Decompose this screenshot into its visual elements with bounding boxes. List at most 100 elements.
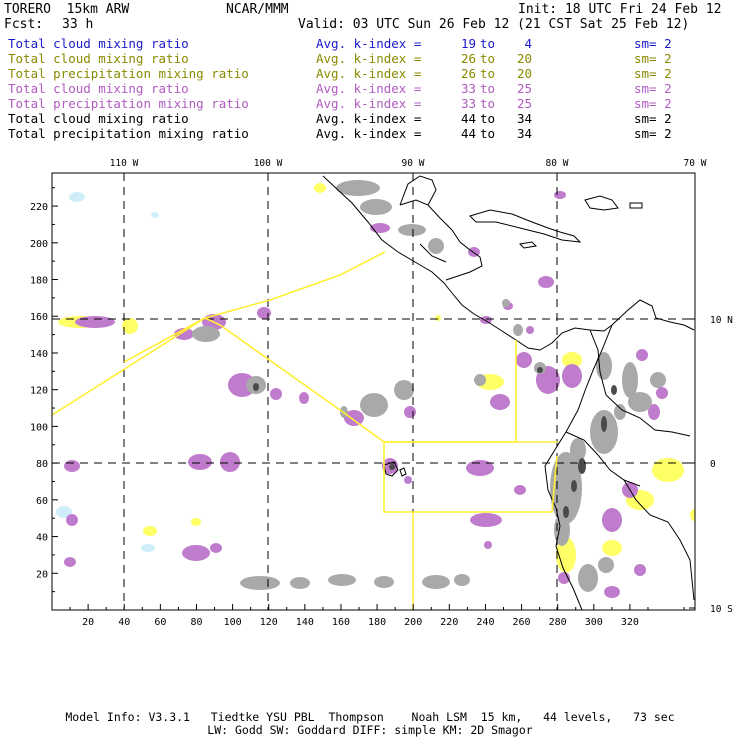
yellow-precip-area: [652, 458, 684, 482]
yellow-precip-area: [314, 183, 326, 193]
legend-field-name: Total cloud mixing ratio: [8, 111, 189, 126]
purple-cloud-area: [404, 476, 412, 484]
dense-cloud-core: [389, 464, 395, 470]
purple-cloud-area: [174, 328, 194, 340]
gray-cloud-area: [650, 372, 666, 388]
legend-range-end: 25: [516, 81, 532, 96]
purple-cloud-area: [554, 191, 566, 199]
legend-range-end: 20: [516, 66, 532, 81]
purple-cloud-area: [64, 460, 80, 472]
purple-cloud-area: [404, 406, 416, 418]
legend-row: Total precipitation mixing ratio Avg. k-i…: [8, 126, 728, 141]
yellow-precip-area: [191, 518, 201, 526]
legend-avg-label: Avg. k-index =: [316, 36, 422, 51]
x-tick-label: 20: [82, 617, 94, 628]
y-tick-label: 80: [36, 459, 48, 470]
coastlines: [322, 175, 695, 610]
dense-cloud-core: [537, 367, 543, 373]
gray-cloud-area: [598, 557, 614, 573]
legend-row: Total cloud mixing ratio Avg. k-index = 26…: [8, 51, 728, 66]
y-tick-label: 180: [30, 276, 48, 287]
legend-field-name: Total precipitation mixing ratio: [8, 96, 249, 111]
yellow-precip-area: [435, 315, 441, 321]
x-tick-label: 160: [332, 617, 350, 628]
gray-cloud-area: [578, 564, 598, 592]
legend-field-name: Total precipitation mixing ratio: [8, 126, 249, 141]
gray-cloud-area: [622, 362, 638, 398]
puerto-rico-coast: [629, 202, 643, 209]
legend-range-to: to: [480, 36, 496, 51]
legend-row: Total cloud mixing ratio Avg. k-index = 19…: [8, 36, 728, 51]
cuba-coast: [469, 209, 582, 243]
light-blue-cloud-area: [69, 192, 85, 202]
map-axes: 20 40 60 80 100 120 140 160 180 200 220 240 260 280 30…: [30, 158, 733, 628]
y-tick-label: 100: [30, 422, 48, 433]
legend-avg-label: Avg. k-index =: [316, 96, 422, 111]
dense-cloud-core: [571, 480, 577, 492]
purple-cloud-area: [182, 545, 210, 561]
legend-avg-label: Avg. k-index =: [316, 66, 422, 81]
y-tick-label: 160: [30, 312, 48, 323]
model-title: TORERO 15km ARW: [4, 2, 130, 17]
colombia-border: [589, 329, 691, 437]
init-time: Init: 18 UTC Fri 24 Feb 12: [518, 2, 722, 17]
legend-range-to: to: [480, 51, 496, 66]
legend-range-start: 33: [460, 81, 476, 96]
x-tick-label: 120: [260, 617, 278, 628]
x-tick-label: 180: [368, 617, 386, 628]
legend-range-end: 34: [516, 126, 532, 141]
light-blue-cloud-area: [698, 534, 714, 546]
longitude-label: 90 W: [402, 158, 425, 169]
y-tick-label: 60: [36, 496, 48, 507]
purple-cloud-area: [604, 586, 620, 598]
y-tick-label: 200: [30, 239, 48, 250]
model-info-line2: LW: Godd SW: Goddard DIFF: simple KM: 2D…: [207, 723, 533, 737]
weather-map: 20 40 60 80 100 120 140 160 180 200 220 240 260 280 30…: [30, 158, 733, 628]
map-background: [52, 173, 695, 610]
latitude-label: 10 S: [710, 604, 733, 615]
y-tick-label: 140: [30, 349, 48, 360]
gray-cloud-area: [570, 438, 586, 462]
legend-smoothing: sm= 2: [634, 36, 672, 51]
purple-cloud-area: [344, 410, 364, 426]
purple-cloud-area: [75, 316, 115, 328]
purple-cloud-area: [466, 460, 494, 476]
y-tick-label: 20: [36, 569, 48, 580]
hispaniola-coast: [584, 195, 619, 211]
legend-smoothing: sm= 2: [634, 51, 672, 66]
light-blue-cloud-area: [56, 506, 72, 518]
gray-cloud-area: [428, 238, 444, 254]
honduras-border: [419, 243, 447, 263]
purple-cloud-area: [484, 541, 492, 549]
gray-cloud-area: [290, 577, 310, 589]
gray-cloud-area: [422, 575, 450, 589]
legend-range-to: to: [480, 81, 496, 96]
legend-smoothing: sm= 2: [634, 81, 672, 96]
purple-cloud-area: [66, 514, 78, 526]
yellow-precip-area: [556, 537, 576, 573]
gray-cloud-area: [554, 514, 570, 546]
valid-time: Valid: 03 UTC Sun 26 Feb 12 (21 CST Sat …: [298, 17, 690, 32]
yucatan-coast: [399, 175, 437, 206]
south-america-coast: [544, 324, 613, 610]
gray-cloud-area: [614, 404, 626, 420]
legend-smoothing: sm= 2: [634, 126, 672, 141]
organization-label: NCAR/MMM: [226, 2, 289, 17]
longitude-label: 110 W: [110, 158, 139, 169]
dense-cloud-core: [601, 416, 607, 432]
x-tick-label: 240: [476, 617, 494, 628]
legend-range-end: 4: [524, 36, 532, 51]
gray-cloud-area: [360, 393, 388, 417]
outer-domain-northwest: [123, 251, 386, 363]
purple-cloud-area: [636, 349, 648, 361]
legend-range-to: to: [480, 96, 496, 111]
gray-cloud-area: [240, 576, 280, 590]
purple-cloud-area: [470, 513, 502, 527]
x-tick-label: 320: [621, 617, 639, 628]
x-tick-label: 60: [154, 617, 166, 628]
central-america-coast: [322, 175, 613, 351]
dense-cloud-core: [611, 385, 617, 395]
yellow-precip-area: [602, 540, 622, 556]
gray-cloud-area: [628, 392, 652, 412]
legend-smoothing: sm= 2: [634, 66, 672, 81]
